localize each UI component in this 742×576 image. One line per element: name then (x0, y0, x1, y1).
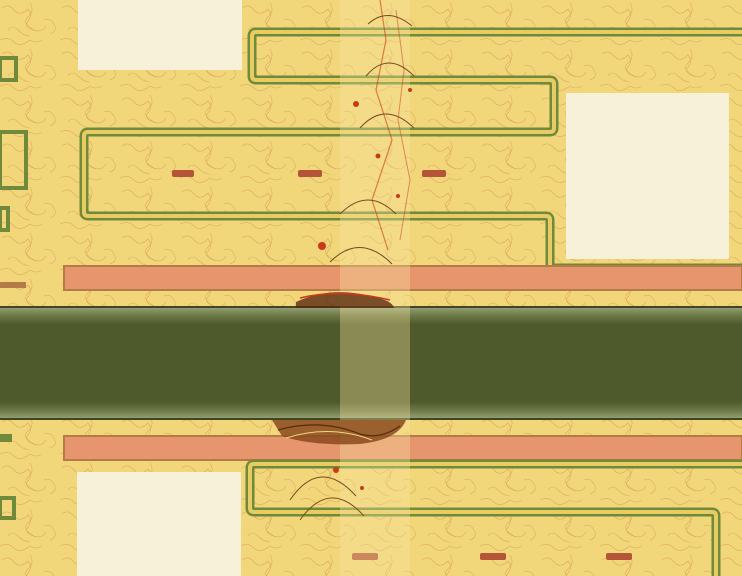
metal-strip-lower (63, 435, 742, 461)
pad-bottom-left (77, 472, 241, 576)
contact-dash-1 (172, 170, 194, 177)
contact-dash-4 (352, 553, 378, 560)
serpentine-trace-bottom-core (248, 462, 742, 576)
damage-band (289, 0, 415, 576)
central-channel (0, 306, 742, 420)
channel-edge-damage-bottom (272, 420, 406, 445)
contact-dash-2 (298, 170, 322, 177)
central-channel-edge-bottom (0, 418, 742, 420)
contact-dash-5 (480, 553, 506, 560)
left-marker-1 (0, 56, 18, 82)
left-marker-4 (0, 282, 26, 288)
contact-dash-6 (606, 553, 632, 560)
metal-strip-upper (63, 265, 742, 291)
channel-edge-damage-top (296, 292, 394, 308)
left-marker-5 (0, 434, 12, 442)
left-marker-2 (0, 130, 28, 190)
left-marker-3 (0, 206, 10, 232)
serpentine-trace-top-core (82, 30, 742, 270)
pad-top-left (78, 0, 242, 70)
pad-right (566, 93, 729, 259)
left-marker-6 (0, 496, 16, 520)
contact-dash-3 (422, 170, 446, 177)
